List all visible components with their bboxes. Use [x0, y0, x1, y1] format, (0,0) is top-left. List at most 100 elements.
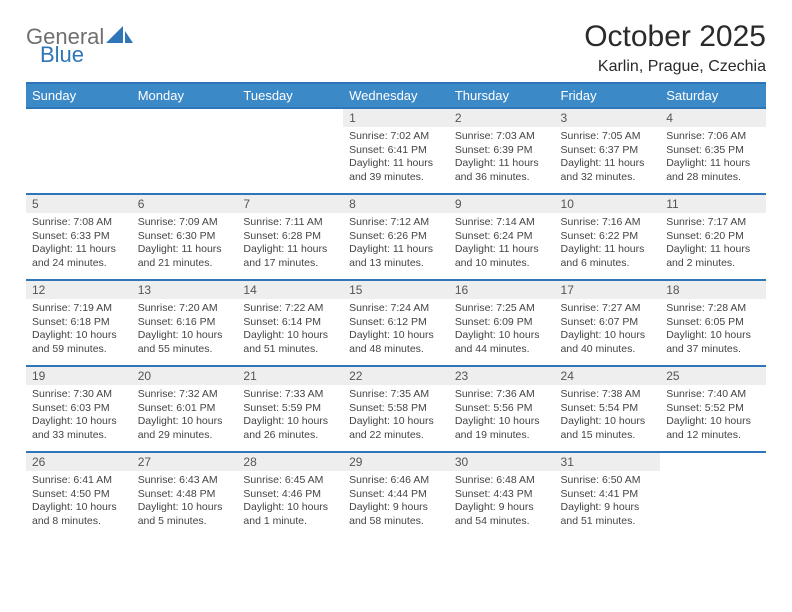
sunset-text: Sunset: 5:54 PM	[561, 402, 655, 416]
calendar-week-row: 19Sunrise: 7:30 AMSunset: 6:03 PMDayligh…	[26, 366, 766, 452]
day-details: Sunrise: 7:17 AMSunset: 6:20 PMDaylight:…	[660, 213, 766, 275]
sunrise-text: Sunrise: 7:11 AM	[243, 216, 337, 230]
calendar-table: Sunday Monday Tuesday Wednesday Thursday…	[26, 82, 766, 538]
day-details: Sunrise: 7:32 AMSunset: 6:01 PMDaylight:…	[132, 385, 238, 447]
calendar-week-row: 5Sunrise: 7:08 AMSunset: 6:33 PMDaylight…	[26, 194, 766, 280]
daylight-text: Daylight: 10 hours and 26 minutes.	[243, 415, 337, 442]
day-number: 21	[237, 367, 343, 385]
sunrise-text: Sunrise: 7:38 AM	[561, 388, 655, 402]
day-number: 19	[26, 367, 132, 385]
daylight-text: Daylight: 11 hours and 2 minutes.	[666, 243, 760, 270]
day-details: Sunrise: 7:28 AMSunset: 6:05 PMDaylight:…	[660, 299, 766, 361]
day-details: Sunrise: 6:45 AMSunset: 4:46 PMDaylight:…	[237, 471, 343, 533]
sunset-text: Sunset: 6:03 PM	[32, 402, 126, 416]
calendar-cell: 19 Sunrise: 7:30 AMSunset: 6:03 PMDayligh…	[26, 366, 132, 452]
sunset-text: Sunset: 4:41 PM	[561, 488, 655, 502]
sunrise-text: Sunrise: 7:30 AM	[32, 388, 126, 402]
calendar-cell: 9Sunrise: 7:14 AMSunset: 6:24 PMDaylight…	[449, 194, 555, 280]
day-number: 25	[660, 367, 766, 385]
sunset-text: Sunset: 4:48 PM	[138, 488, 232, 502]
daylight-text: Daylight: 10 hours and 59 minutes.	[32, 329, 126, 356]
sunrise-text: Sunrise: 6:48 AM	[455, 474, 549, 488]
day-details: Sunrise: 6:43 AMSunset: 4:48 PMDaylight:…	[132, 471, 238, 533]
calendar-cell: 11Sunrise: 7:17 AMSunset: 6:20 PMDayligh…	[660, 194, 766, 280]
calendar-week-row: 1Sunrise: 7:02 AMSunset: 6:41 PMDaylight…	[26, 108, 766, 194]
sunrise-text: Sunrise: 7:19 AM	[32, 302, 126, 316]
sunrise-text: Sunrise: 7:03 AM	[455, 130, 549, 144]
daylight-text: Daylight: 10 hours and 12 minutes.	[666, 415, 760, 442]
sunset-text: Sunset: 6:39 PM	[455, 144, 549, 158]
day-details: Sunrise: 7:24 AMSunset: 6:12 PMDaylight:…	[343, 299, 449, 361]
sunrise-text: Sunrise: 7:17 AM	[666, 216, 760, 230]
sunset-text: Sunset: 6:16 PM	[138, 316, 232, 330]
weekday-header: Wednesday	[343, 83, 449, 108]
day-number: 20	[132, 367, 238, 385]
calendar-cell: 31Sunrise: 6:50 AMSunset: 4:41 PMDayligh…	[555, 452, 661, 538]
daylight-text: Daylight: 10 hours and 33 minutes.	[32, 415, 126, 442]
day-number: 12	[26, 281, 132, 299]
sunrise-text: Sunrise: 7:35 AM	[349, 388, 443, 402]
daylight-text: Daylight: 11 hours and 32 minutes.	[561, 157, 655, 184]
day-number	[26, 109, 132, 127]
page-title: October 2025	[584, 20, 766, 54]
sunset-text: Sunset: 4:44 PM	[349, 488, 443, 502]
calendar-cell: 10Sunrise: 7:16 AMSunset: 6:22 PMDayligh…	[555, 194, 661, 280]
day-number	[132, 109, 238, 127]
day-details: Sunrise: 6:41 AMSunset: 4:50 PMDaylight:…	[26, 471, 132, 533]
calendar-cell: 22Sunrise: 7:35 AMSunset: 5:58 PMDayligh…	[343, 366, 449, 452]
sunrise-text: Sunrise: 6:45 AM	[243, 474, 337, 488]
daylight-text: Daylight: 9 hours and 54 minutes.	[455, 501, 549, 528]
day-details: Sunrise: 7:36 AMSunset: 5:56 PMDaylight:…	[449, 385, 555, 447]
sunset-text: Sunset: 4:43 PM	[455, 488, 549, 502]
day-details: Sunrise: 7:06 AMSunset: 6:35 PMDaylight:…	[660, 127, 766, 189]
daylight-text: Daylight: 11 hours and 6 minutes.	[561, 243, 655, 270]
day-details: Sunrise: 6:48 AMSunset: 4:43 PMDaylight:…	[449, 471, 555, 533]
daylight-text: Daylight: 10 hours and 15 minutes.	[561, 415, 655, 442]
day-number: 4	[660, 109, 766, 127]
day-details: Sunrise: 7:09 AMSunset: 6:30 PMDaylight:…	[132, 213, 238, 275]
sunset-text: Sunset: 5:56 PM	[455, 402, 549, 416]
sunset-text: Sunset: 6:07 PM	[561, 316, 655, 330]
sunset-text: Sunset: 4:50 PM	[32, 488, 126, 502]
calendar-cell: 16Sunrise: 7:25 AMSunset: 6:09 PMDayligh…	[449, 280, 555, 366]
sunrise-text: Sunrise: 7:05 AM	[561, 130, 655, 144]
day-number: 6	[132, 195, 238, 213]
day-details: Sunrise: 7:02 AMSunset: 6:41 PMDaylight:…	[343, 127, 449, 189]
day-details: Sunrise: 7:33 AMSunset: 5:59 PMDaylight:…	[237, 385, 343, 447]
calendar-cell: 25Sunrise: 7:40 AMSunset: 5:52 PMDayligh…	[660, 366, 766, 452]
sunrise-text: Sunrise: 7:32 AM	[138, 388, 232, 402]
sunset-text: Sunset: 6:30 PM	[138, 230, 232, 244]
calendar-cell: 17Sunrise: 7:27 AMSunset: 6:07 PMDayligh…	[555, 280, 661, 366]
daylight-text: Daylight: 11 hours and 39 minutes.	[349, 157, 443, 184]
calendar-cell: 6Sunrise: 7:09 AMSunset: 6:30 PMDaylight…	[132, 194, 238, 280]
day-details: Sunrise: 7:11 AMSunset: 6:28 PMDaylight:…	[237, 213, 343, 275]
calendar-cell: 5Sunrise: 7:08 AMSunset: 6:33 PMDaylight…	[26, 194, 132, 280]
calendar-cell: 27Sunrise: 6:43 AMSunset: 4:48 PMDayligh…	[132, 452, 238, 538]
sunset-text: Sunset: 6:18 PM	[32, 316, 126, 330]
calendar-cell: 14Sunrise: 7:22 AMSunset: 6:14 PMDayligh…	[237, 280, 343, 366]
calendar-week-row: 12 Sunrise: 7:19 AMSunset: 6:18 PMDayligh…	[26, 280, 766, 366]
day-details: Sunrise: 7:40 AMSunset: 5:52 PMDaylight:…	[660, 385, 766, 447]
sunset-text: Sunset: 6:01 PM	[138, 402, 232, 416]
daylight-text: Daylight: 9 hours and 51 minutes.	[561, 501, 655, 528]
sunrise-text: Sunrise: 7:36 AM	[455, 388, 549, 402]
day-number: 11	[660, 195, 766, 213]
daylight-text: Daylight: 11 hours and 21 minutes.	[138, 243, 232, 270]
sunset-text: Sunset: 5:58 PM	[349, 402, 443, 416]
day-number: 16	[449, 281, 555, 299]
title-block: October 2025 Karlin, Prague, Czechia	[584, 20, 766, 76]
daylight-text: Daylight: 9 hours and 58 minutes.	[349, 501, 443, 528]
calendar-cell: 29Sunrise: 6:46 AMSunset: 4:44 PMDayligh…	[343, 452, 449, 538]
sunrise-text: Sunrise: 6:43 AM	[138, 474, 232, 488]
sunrise-text: Sunrise: 6:41 AM	[32, 474, 126, 488]
daylight-text: Daylight: 10 hours and 29 minutes.	[138, 415, 232, 442]
day-details: Sunrise: 7:08 AMSunset: 6:33 PMDaylight:…	[26, 213, 132, 275]
day-details: Sunrise: 7:16 AMSunset: 6:22 PMDaylight:…	[555, 213, 661, 275]
sunset-text: Sunset: 6:20 PM	[666, 230, 760, 244]
day-number: 7	[237, 195, 343, 213]
day-number: 17	[555, 281, 661, 299]
sunrise-text: Sunrise: 6:50 AM	[561, 474, 655, 488]
sunset-text: Sunset: 4:46 PM	[243, 488, 337, 502]
sunrise-text: Sunrise: 7:12 AM	[349, 216, 443, 230]
day-number: 18	[660, 281, 766, 299]
